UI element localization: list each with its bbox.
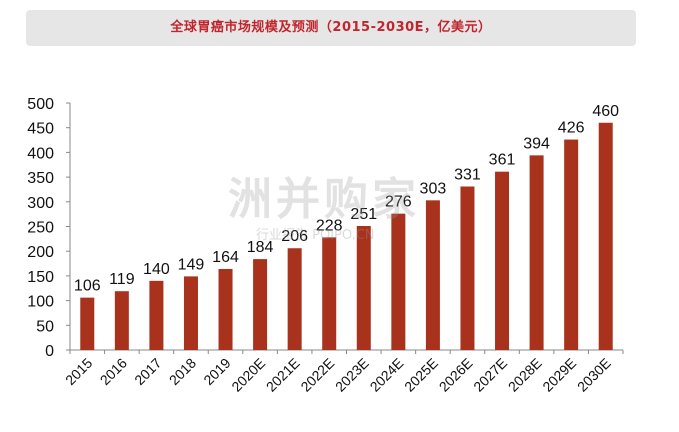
y-tick-label: 150 [27, 269, 54, 286]
bar [425, 200, 440, 350]
data-label: 206 [281, 228, 308, 245]
x-tick-label: 2030E [574, 355, 614, 395]
chart-title-bar: 全球胃癌市场规模及预测（2015-2030E，亿美元） [26, 10, 636, 46]
y-tick-label: 450 [27, 121, 54, 138]
data-label: 276 [385, 194, 412, 211]
x-tick-label: 2021E [263, 355, 303, 395]
data-label: 303 [420, 180, 447, 197]
data-label: 361 [489, 152, 516, 169]
bar [253, 259, 268, 350]
data-label: 251 [350, 206, 377, 223]
x-tick-label: 2026E [436, 355, 476, 395]
x-tick-label: 2015 [62, 355, 95, 388]
y-tick-label: 350 [27, 170, 54, 187]
x-tick-label: 2017 [131, 355, 164, 388]
x-tick-label: 2023E [332, 355, 372, 395]
data-label: 331 [454, 166, 481, 183]
y-tick-label: 300 [27, 195, 54, 212]
bar [460, 186, 475, 350]
data-label: 184 [247, 239, 274, 256]
bar [598, 122, 613, 350]
bar [80, 297, 95, 350]
y-tick-label: 50 [36, 318, 54, 335]
x-tick-label: 2028E [505, 355, 545, 395]
x-tick-label: 2022E [297, 355, 337, 395]
data-label: 106 [74, 278, 101, 295]
y-tick-label: 500 [27, 96, 54, 113]
data-label: 119 [109, 271, 135, 288]
y-tick-label: 0 [45, 343, 54, 360]
bar [495, 171, 510, 350]
x-tick-label: 2025E [401, 355, 441, 395]
data-label: 394 [523, 135, 550, 152]
bar [183, 276, 198, 350]
chart-title: 全球胃癌市场规模及预测（2015-2030E，亿美元） [170, 20, 492, 35]
x-tick-label: 2024E [367, 355, 407, 395]
data-label: 426 [558, 120, 585, 137]
bar [149, 280, 164, 350]
data-label: 460 [592, 103, 619, 120]
x-tick-label: 2027E [470, 355, 510, 395]
x-tick-label: 2020E [228, 355, 268, 395]
x-tick-label: 2016 [97, 355, 130, 388]
bar [529, 155, 544, 350]
data-label: 228 [316, 217, 343, 234]
bar [114, 291, 129, 350]
bar [322, 237, 337, 350]
bar [391, 213, 406, 350]
data-label: 140 [143, 261, 170, 278]
data-label: 149 [178, 256, 205, 273]
x-tick-label: 2018 [166, 355, 199, 388]
bar [287, 248, 302, 350]
x-tick-label: 2029E [539, 355, 579, 395]
y-tick-label: 100 [27, 294, 54, 311]
bar [356, 226, 371, 350]
bar [564, 139, 579, 350]
data-label: 164 [212, 249, 239, 266]
y-tick-label: 200 [27, 244, 54, 261]
y-tick-label: 250 [27, 220, 54, 237]
y-tick-label: 400 [27, 145, 54, 162]
bar [218, 268, 233, 350]
